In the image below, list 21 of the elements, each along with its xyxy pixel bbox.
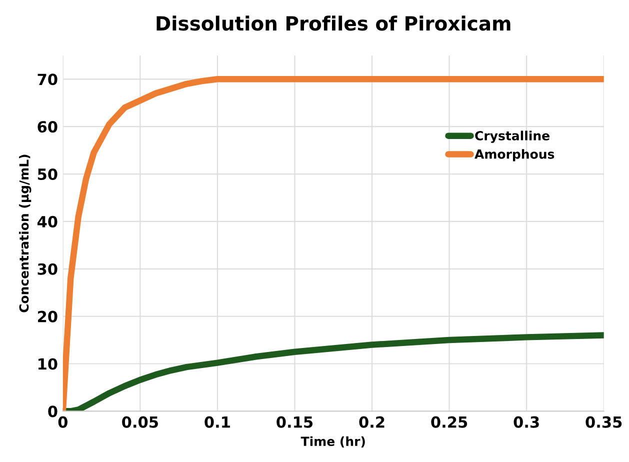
y-tick-label: 10 (38, 358, 58, 370)
y-tick-label: 30 (38, 263, 58, 275)
x-tick-label: 0.3 (514, 416, 539, 428)
y-tick-label: 60 (38, 121, 58, 133)
chart-title: Dissolution Profiles of Piroxicam (156, 16, 510, 31)
x-tick-label: 0.1 (204, 416, 230, 428)
y-tick-label: 20 (38, 310, 58, 322)
legend-label: Crystalline (475, 130, 550, 143)
x-tick-label: 0.25 (431, 416, 468, 428)
x-tick-label: 0.35 (586, 416, 622, 428)
y-tick-label: 40 (37, 216, 58, 228)
x-tick-label: 0 (58, 416, 68, 428)
x-tick-label: 0.15 (276, 416, 313, 428)
y-tick-label: 0 (48, 406, 58, 418)
y-axis-title: Concentration (µg/mL) (19, 154, 32, 312)
x-axis-title: Time (hr) (300, 436, 365, 448)
y-tick-label: 50 (38, 168, 58, 180)
legend-label: Amorphous (474, 149, 554, 162)
y-tick-label: 70 (38, 74, 58, 86)
x-tick-label: 0.2 (359, 416, 384, 428)
x-tick-label: 0.05 (122, 416, 158, 428)
